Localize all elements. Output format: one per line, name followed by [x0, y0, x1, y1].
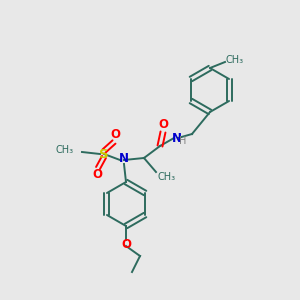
Text: H: H	[179, 136, 187, 146]
Text: CH₃: CH₃	[226, 55, 244, 65]
Text: O: O	[110, 128, 120, 142]
Text: O: O	[158, 118, 168, 131]
Text: N: N	[172, 131, 182, 145]
Text: CH₃: CH₃	[56, 145, 74, 155]
Text: O: O	[92, 169, 102, 182]
Text: O: O	[121, 238, 131, 250]
Text: S: S	[99, 148, 109, 160]
Text: N: N	[119, 152, 129, 166]
Text: CH₃: CH₃	[158, 172, 176, 182]
